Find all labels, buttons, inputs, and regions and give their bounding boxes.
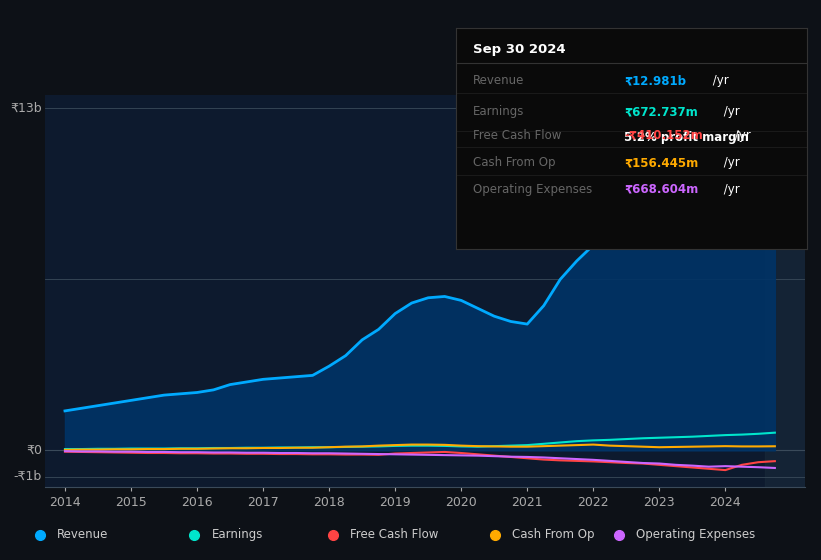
Text: -₹410.152m: -₹410.152m <box>624 129 703 142</box>
Text: ₹672.737m: ₹672.737m <box>624 105 698 118</box>
Text: Cash From Op: Cash From Op <box>473 156 556 169</box>
Text: Free Cash Flow: Free Cash Flow <box>473 129 562 142</box>
Text: Free Cash Flow: Free Cash Flow <box>351 528 438 542</box>
Text: ₹668.604m: ₹668.604m <box>624 183 699 196</box>
Text: Revenue: Revenue <box>57 528 108 542</box>
Text: Revenue: Revenue <box>473 74 525 87</box>
Text: /yr: /yr <box>731 129 750 142</box>
Text: Earnings: Earnings <box>211 528 263 542</box>
Text: ₹12.981b: ₹12.981b <box>624 74 686 87</box>
Text: ₹13b: ₹13b <box>11 102 42 115</box>
Text: /yr: /yr <box>720 156 740 169</box>
Text: Sep 30 2024: Sep 30 2024 <box>473 44 566 57</box>
Text: -₹1b: -₹1b <box>14 470 42 483</box>
Text: /yr: /yr <box>709 74 729 87</box>
Text: /yr: /yr <box>720 105 740 118</box>
Text: Earnings: Earnings <box>473 105 525 118</box>
Text: Operating Expenses: Operating Expenses <box>473 183 593 196</box>
Text: ₹0: ₹0 <box>26 444 42 457</box>
Text: 5.2% profit margin: 5.2% profit margin <box>624 131 750 144</box>
Text: Cash From Op: Cash From Op <box>512 528 595 542</box>
Text: /yr: /yr <box>720 183 740 196</box>
Text: ₹156.445m: ₹156.445m <box>624 156 699 169</box>
Text: Operating Expenses: Operating Expenses <box>635 528 755 542</box>
Bar <box>765 95 805 487</box>
